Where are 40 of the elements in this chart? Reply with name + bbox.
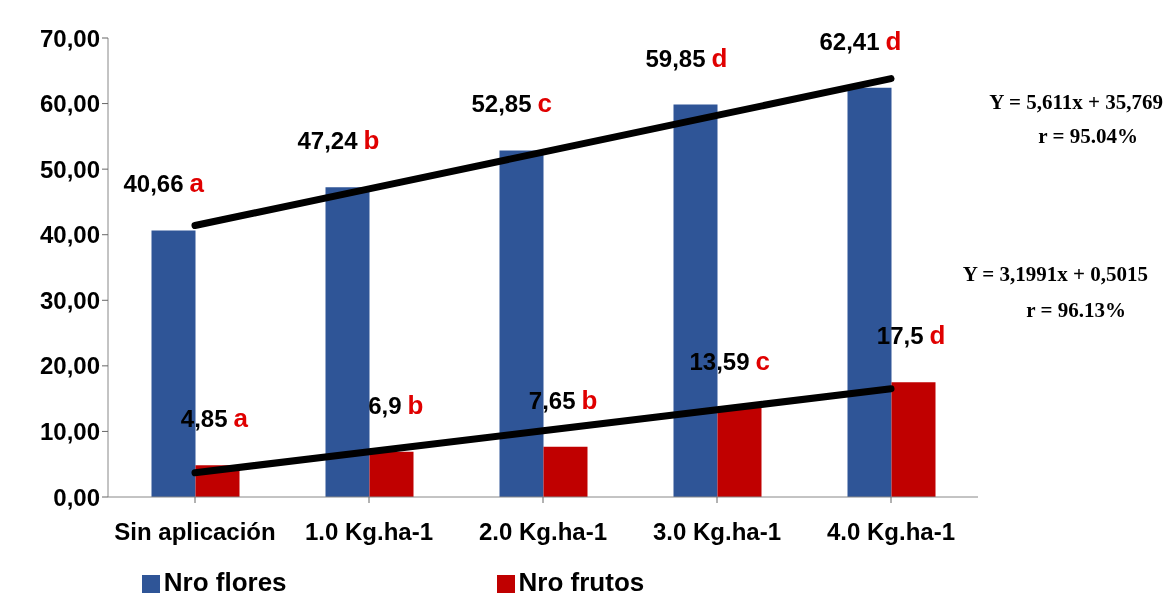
y-tick-label: 30,00 <box>39 286 100 314</box>
legend-label: Nro flores <box>163 567 287 597</box>
annotation: b <box>581 384 598 415</box>
text: r = 95.04% <box>1037 124 1138 149</box>
annotation: a <box>189 168 205 199</box>
legend-label: Nro frutos <box>518 567 645 597</box>
annotation: c <box>537 88 552 119</box>
annotation: b <box>407 389 424 420</box>
bar <box>369 451 414 497</box>
text: Y = 5,611x + 35,769 <box>988 90 1163 115</box>
annotation: a <box>233 403 249 434</box>
x-tick-label: 3.0 Kg.ha-1 <box>652 518 782 546</box>
text: r = 96.13% <box>1026 298 1126 322</box>
y-tick-label: 70,00 <box>39 24 100 52</box>
y-tick-label: 60,00 <box>39 90 100 118</box>
y-tick-label: 40,00 <box>39 221 100 249</box>
bar <box>717 407 762 497</box>
x-tick-label: 1.0 Kg.ha-1 <box>304 518 434 546</box>
x-tick-label: 4.0 Kg.ha-1 <box>826 518 956 546</box>
data-label: 47,24 <box>297 127 359 155</box>
bar <box>325 187 370 497</box>
y-tick-label: 20,00 <box>39 352 100 380</box>
annotation: c <box>755 345 770 376</box>
annotation: Y = 3,1991x + 0,5015 <box>961 262 1148 287</box>
y-tick-label: 10,00 <box>39 417 100 445</box>
annotation: b <box>363 125 380 156</box>
y-tick-label: 50,00 <box>39 155 100 183</box>
annotation: d <box>711 42 728 73</box>
annotation: d <box>929 320 946 351</box>
data-label: 40,66 <box>123 170 184 198</box>
x-tick-label: Sin aplicación <box>114 518 276 546</box>
data-label: 62,41 <box>819 27 880 55</box>
bar <box>891 382 936 497</box>
annotation: d <box>885 25 902 56</box>
data-label: 6,9 <box>368 391 402 419</box>
x-tick-label: 2.0 Kg.ha-1 <box>478 518 608 546</box>
data-label: 59,85 <box>645 44 706 72</box>
y-tick-label: 0,00 <box>53 483 100 511</box>
bar <box>543 446 588 497</box>
data-label: 52,85 <box>471 90 532 118</box>
